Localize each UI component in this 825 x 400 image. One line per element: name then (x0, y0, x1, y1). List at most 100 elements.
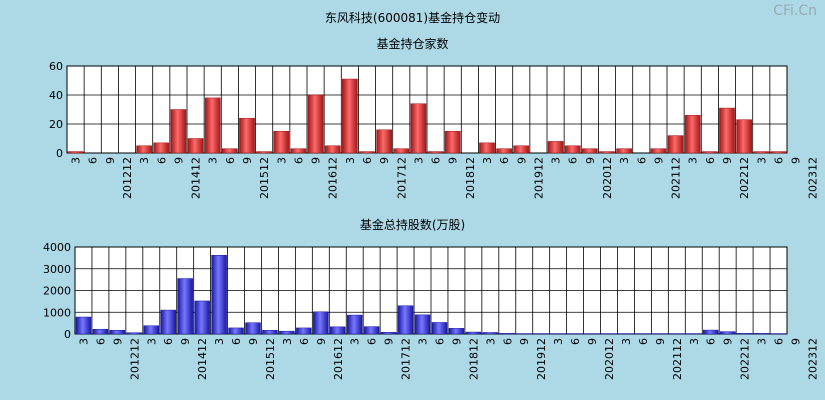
chart2-x-tick-label: 6 (162, 338, 175, 345)
chart1-x-tick-label: 6 (567, 157, 580, 164)
chart2-x-tick-label: 3 (484, 338, 497, 345)
chart1-x-tick-label: 3 (618, 157, 631, 164)
chart2-x-tick-label: 6 (230, 338, 243, 345)
chart2-bar (363, 326, 380, 335)
chart1-bar (393, 148, 410, 154)
chart1-bar (650, 148, 667, 154)
chart1-bar (547, 141, 564, 154)
chart1-x-tick-label: 9 (515, 157, 528, 164)
chart1-x-tick-label: 6 (635, 157, 648, 164)
chart2-x-tick-label: 6 (366, 338, 379, 345)
chart2-x-tick-label: 201812 (467, 338, 480, 380)
chart2-x-tick-label: 9 (111, 338, 124, 345)
chart1-title: 基金持仓家数 (376, 37, 449, 51)
chart1-x-tick-label: 3 (755, 157, 768, 164)
chart2-bar (75, 316, 92, 335)
chart1-bar (719, 107, 735, 154)
chart1-x-tick-label: 3 (412, 157, 425, 164)
chart1-bar (324, 145, 341, 154)
chart2-bar (262, 330, 278, 335)
chart2-x-tick-label: 9 (450, 338, 463, 345)
chart2-bar (414, 314, 431, 335)
chart2-bar (736, 333, 753, 335)
chart1-bar (307, 94, 324, 154)
chart2-bar (126, 332, 143, 335)
chart2-x-tick-label: 3 (145, 338, 158, 345)
chart1-x-tick-label: 201612 (327, 157, 340, 199)
chart1-bar (582, 148, 598, 154)
chart2-x-tick-label: 9 (315, 338, 328, 345)
chart2-bar (431, 322, 448, 335)
chart1-x-tick-label: 6 (430, 157, 443, 164)
chart2-y-tick-label: 3000 (43, 263, 71, 276)
chart1-x-tick-label: 202312 (807, 157, 820, 199)
chart1-x-tick-label: 9 (310, 157, 323, 164)
chart1-bar (204, 97, 221, 154)
chart1-bar (736, 119, 752, 154)
chart1-x-tick-label: 3 (138, 157, 151, 164)
chart2-bar (499, 333, 516, 335)
chart1-x-tick-label: 201912 (532, 157, 545, 199)
chart2-bar (194, 300, 210, 335)
chart2-bar (346, 314, 363, 335)
chart2-x-tick-label: 3 (620, 338, 633, 345)
chart1-x-tick-label: 9 (172, 157, 185, 164)
chart2-x-tick-label: 3 (281, 338, 294, 345)
chart2-y-tick-label: 1000 (43, 306, 71, 319)
chart2-x-tick-label: 3 (552, 338, 565, 345)
chart2-x-tick-label: 9 (722, 338, 735, 345)
chart1-bar (599, 151, 615, 154)
chart1-bar (153, 142, 170, 154)
chart2-bar (245, 322, 261, 335)
chart1-y-tick-label: 60 (49, 60, 63, 73)
chart1-x-tick-label: 3 (207, 157, 220, 164)
chart2-bar (380, 332, 397, 335)
chart1-bar (187, 138, 204, 154)
chart1-x-tick-label: 202012 (601, 157, 614, 199)
chart1-x-tick-label: 6 (498, 157, 511, 164)
chart2-x-tick-label: 3 (213, 338, 226, 345)
chart2-x-tick-label: 6 (298, 338, 311, 345)
chart2-x-tick-label: 9 (247, 338, 260, 345)
chart2-x-tick-label: 201412 (196, 338, 209, 380)
chart1-bar (444, 131, 461, 154)
chart1-x-tick-label: 6 (361, 157, 374, 164)
chart2-x-tick-label: 6 (569, 338, 582, 345)
chart1-x-tick-label: 3 (344, 157, 357, 164)
chart2-bar (313, 311, 329, 335)
chart2-x-tick-label: 9 (179, 338, 192, 345)
chart2-x-tick-label: 9 (586, 338, 599, 345)
chart1-x-tick-label: 3 (70, 157, 83, 164)
chart1-bar (170, 109, 187, 154)
chart1-x-tick-label: 201712 (395, 157, 408, 199)
chart2-bar (330, 326, 346, 335)
chart2-x-tick-label: 201712 (400, 338, 413, 380)
chart1-bar (256, 151, 272, 154)
chart2-x-tick-label: 201612 (332, 338, 345, 380)
chart2-x-tick-label: 201212 (128, 338, 141, 380)
chart1-x-tick-label: 6 (292, 157, 305, 164)
chart2-x-tick-label: 202112 (671, 338, 684, 380)
chart1-x-tick-label: 6 (224, 157, 237, 164)
chart1-bar (222, 148, 238, 154)
chart1-bar (290, 148, 307, 154)
chart2-x-tick-label: 6 (94, 338, 107, 345)
chart1-bar (342, 78, 358, 154)
chart1-bar (376, 129, 392, 154)
chart2-x-tick-label: 3 (756, 338, 769, 345)
chart2-bar (482, 332, 499, 335)
chart2-title: 基金总持股数(万股) (359, 218, 466, 232)
chart1-x-tick-label: 3 (481, 157, 494, 164)
chart2-bar (397, 305, 414, 335)
chart2-x-tick-label: 9 (654, 338, 667, 345)
chart2-x-tick-label: 9 (518, 338, 531, 345)
chart1-bar (702, 151, 718, 154)
chart1-x-tick-label: 202212 (738, 157, 751, 199)
chart2-bar (228, 327, 244, 335)
chart2-x-tick-label: 6 (433, 338, 446, 345)
chart2-x-tick-label: 202312 (806, 338, 819, 380)
chart1-bar (770, 151, 787, 154)
chart1-x-tick-label: 201412 (190, 157, 203, 199)
